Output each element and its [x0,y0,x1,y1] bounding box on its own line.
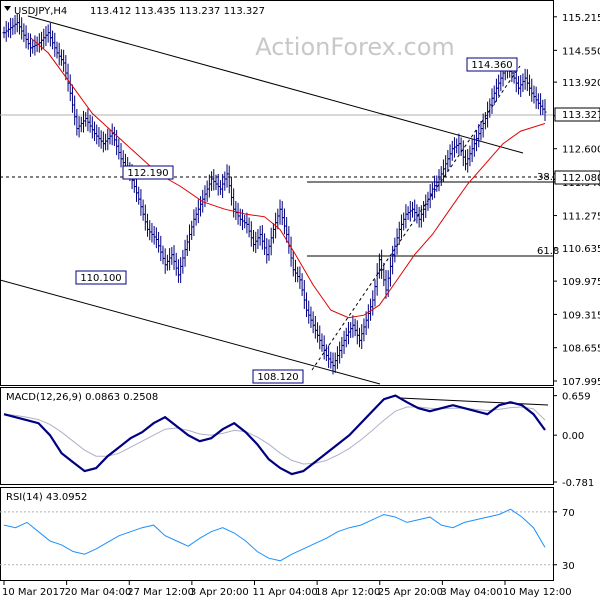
time-tick-label: 3 Apr 20:00 [190,587,249,598]
time-tick-label: 25 Apr 20:00 [378,587,443,598]
time-tick-label: 3 May 04:00 [440,587,502,598]
symbol-label: USDJPY,H4 [14,6,67,17]
symbol-header: USDJPY,H4 113.412 113.435 113.237 113.32… [4,6,265,17]
rsi-tick-label: 30 [562,561,575,572]
macd-main-line [3,394,546,476]
price-axis: 115.215114.550113.920113.255112.600111.9… [553,13,600,388]
lower-channel-line [0,279,381,385]
collapse-triangle-icon [4,6,11,11]
price-tick-label: 111.275 [562,212,600,223]
annotation-high-text: 114.360 [471,60,512,71]
moving-average-line [30,37,546,319]
rsi-line [3,508,546,562]
time-tick-label: 27 Mar 12:00 [127,587,194,598]
rsi-header: RSI(14) 43.0952 [6,492,87,503]
macd-tick-label: 0.659 [562,392,591,403]
annotation-swing-low-text: 110.100 [80,273,121,284]
rsi-axis: 70 30 [553,508,575,572]
time-tick-label: 10 Mar 2017 [2,587,65,598]
macd-axis: 0.659 0.00 -0.781 [553,392,594,489]
fib-62-label: 61.8 [537,246,559,257]
price-tick-label: 109.315 [562,310,600,321]
level-badge: 112.080 [554,170,600,185]
time-tick-label: 18 Apr 12:00 [315,587,380,598]
annotation-108120: 108.120 [252,369,304,384]
fib-38-label: 38.2 [537,172,559,183]
price-tick-label: 107.995 [562,377,600,388]
price-tick-label: 112.600 [562,145,600,156]
last-price-badge: 113.327 [554,107,600,122]
annotation-110100: 110.100 [75,270,127,285]
macd-tick-label: 0.00 [562,431,584,442]
upper-channel-line [27,15,524,154]
macd-tick-label: -0.781 [562,478,594,489]
price-bars [2,13,547,375]
macd-signal-line [3,406,546,465]
price-tick-label: 115.215 [562,13,600,24]
rsi-tick-label: 70 [562,508,575,519]
annotation-112190: 112.190 [122,165,174,180]
price-tick-label: 114.550 [562,46,600,57]
price-tick-label: 110.635 [562,244,600,255]
price-tick-label: 113.920 [562,78,600,89]
time-tick-label: 20 Mar 04:00 [65,587,132,598]
price-tick-label: 109.975 [562,277,600,288]
price-tick-label: 108.655 [562,344,600,355]
annotation-low-text: 108.120 [257,372,298,383]
annotation-swing-high-text: 112.190 [127,168,168,179]
time-tick-label: 10 May 12:00 [503,587,572,598]
ohlc-readout: 113.412 113.435 113.237 113.327 [90,6,265,17]
macd-header: MACD(12,26,9) 0.0863 0.2508 [6,392,158,403]
macd-divergence-line [399,397,549,406]
time-tick-label: 11 Apr 04:00 [253,587,318,598]
annotation-114360: 114.360 [466,57,518,72]
price-bar [543,99,547,122]
level-badge-text: 112.080 [562,173,600,184]
last-price-badge-text: 113.327 [562,110,600,121]
watermark-text: ActionForex.com [255,33,455,61]
